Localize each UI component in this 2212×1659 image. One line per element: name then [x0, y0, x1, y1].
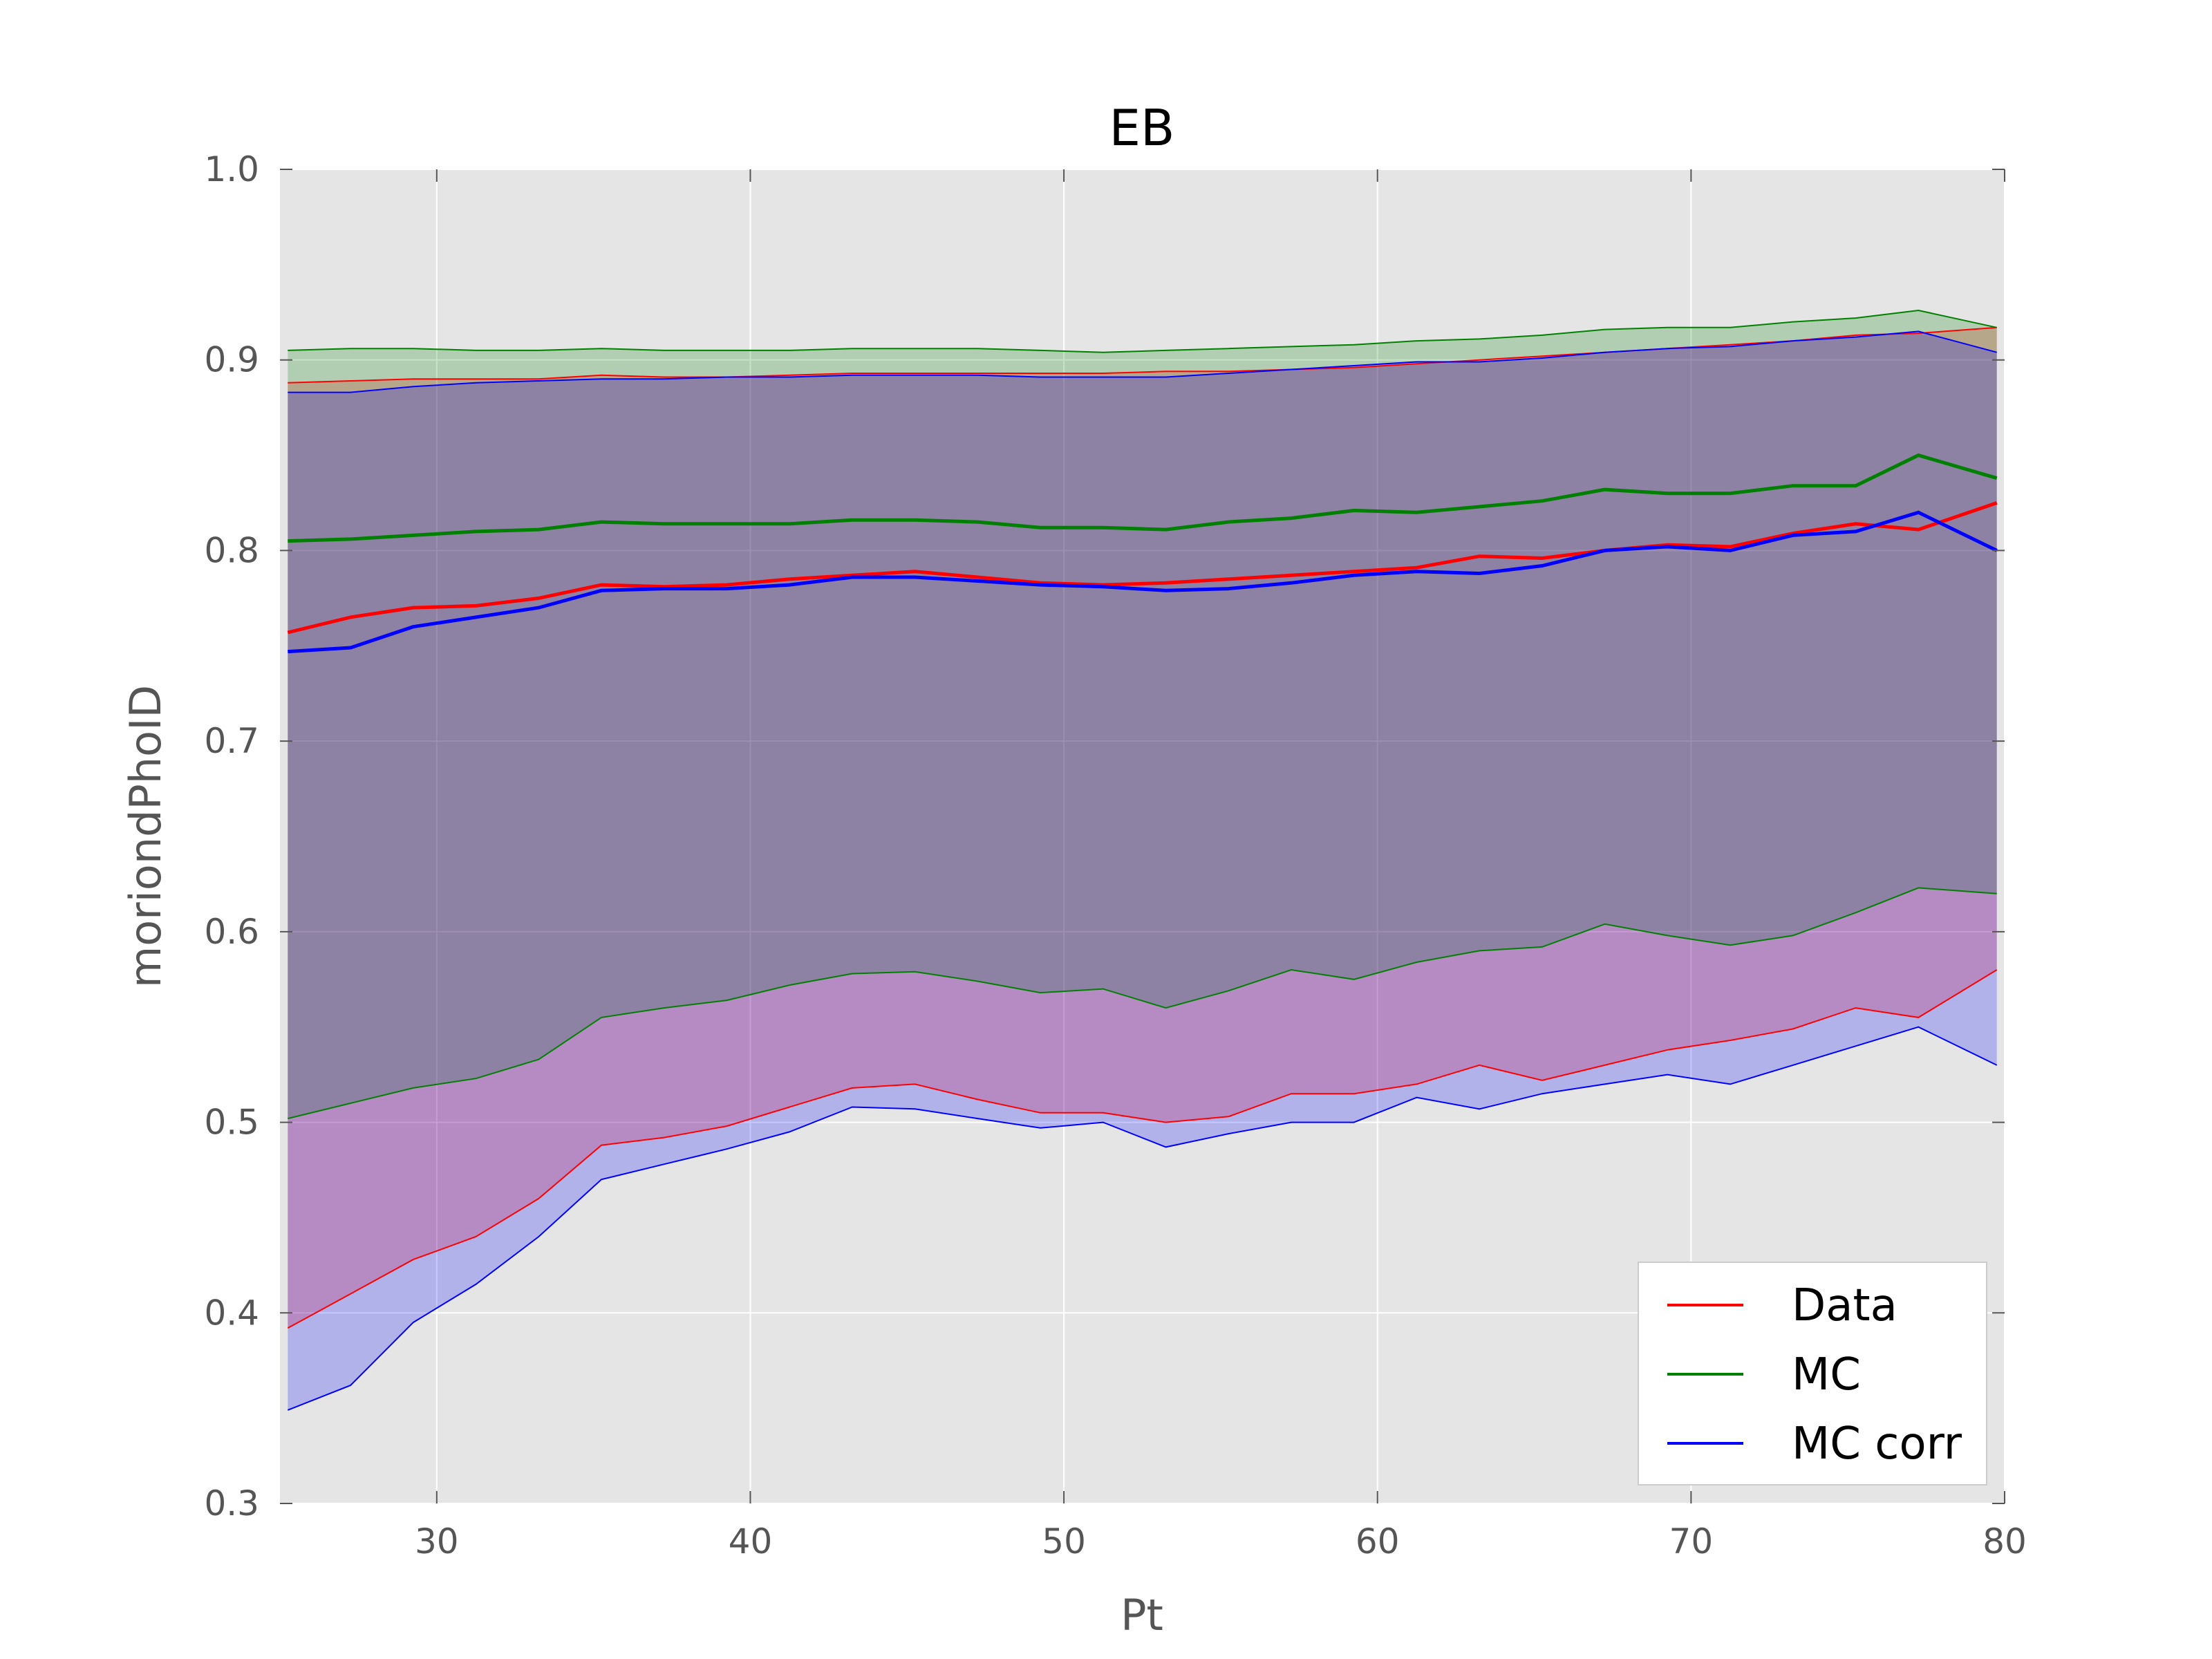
- y-tick-label-3: 0.6: [204, 912, 259, 952]
- x-tick-label-2: 50: [1042, 1521, 1086, 1562]
- upper-line-data: [288, 326, 1997, 384]
- bands: [288, 310, 1997, 1410]
- lower-line-mc-corr: [287, 1026, 1998, 1411]
- legend-label-mc: MC: [1792, 1349, 1861, 1400]
- legend-items: Data MC MC corr: [1667, 1280, 1962, 1470]
- y-tick-label-2: 0.5: [204, 1103, 259, 1143]
- upper-line-mc-corr: [288, 330, 1997, 393]
- band-mc: [288, 310, 1997, 1119]
- x-tick-label-5: 80: [1983, 1521, 2027, 1562]
- y-tick-label-1: 0.4: [204, 1293, 259, 1333]
- upper-line-mc: [288, 309, 1997, 353]
- x-tick-label-4: 70: [1669, 1521, 1714, 1562]
- y-tick-label-6: 0.9: [204, 340, 259, 380]
- legend-label-data: Data: [1792, 1280, 1897, 1331]
- y-tick-label-4: 0.7: [204, 721, 259, 761]
- lines: [287, 309, 1998, 1411]
- x-tick-label-0: 30: [415, 1521, 459, 1562]
- y-tick-label-7: 1.0: [204, 149, 259, 189]
- x-axis-label: Pt: [1121, 1590, 1163, 1640]
- legend: Data MC MC corr: [1638, 1262, 1987, 1485]
- y-axis-label: moriondPhoID: [120, 685, 171, 988]
- x-tick-label-3: 60: [1356, 1521, 1400, 1562]
- legend-label-mc-corr: MC corr: [1792, 1418, 1962, 1470]
- band-mc-corr: [288, 331, 1997, 1410]
- lower-line-data: [287, 969, 1998, 1329]
- median-line-mc-corr: [288, 510, 1998, 654]
- x-tick-label-1: 40: [729, 1521, 773, 1562]
- y-tick-label-0: 0.3: [204, 1483, 259, 1524]
- grid: [280, 169, 2005, 1504]
- lower-line-mc: [288, 887, 1997, 1120]
- median-line-mc: [288, 453, 1998, 543]
- axes: 0.3 0.4 0.5 0.6 0.7 0.8 0.9 1.0 30 40 50 60 70 80: [204, 149, 2026, 1562]
- chart-title: EB: [1109, 99, 1175, 157]
- band-data: [288, 327, 1997, 1329]
- y-tick-label-5: 0.8: [204, 530, 259, 570]
- median-line-data: [287, 501, 1998, 635]
